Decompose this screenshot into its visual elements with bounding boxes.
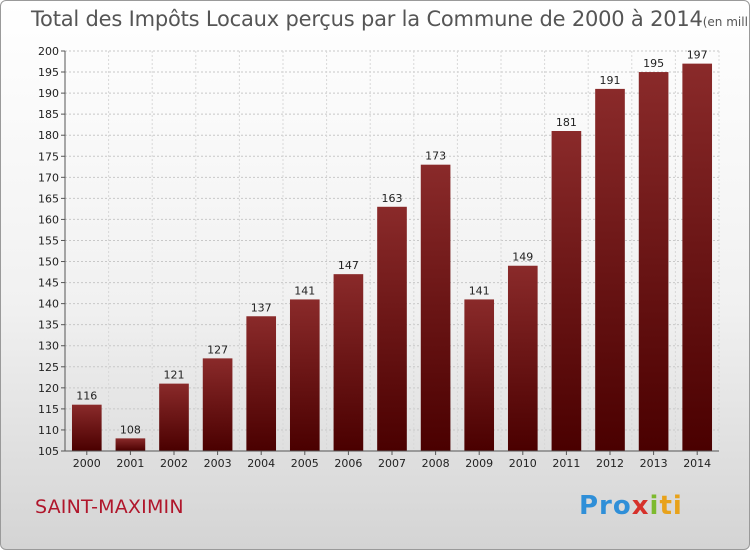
bar (595, 88, 625, 451)
bar (464, 299, 495, 451)
bar (377, 206, 407, 451)
bar (246, 316, 277, 451)
y-tick-label: 155 (38, 234, 59, 247)
data-label: 191 (600, 74, 621, 87)
y-tick-label: 175 (38, 150, 59, 163)
x-tick-label: 2013 (640, 457, 668, 470)
x-tick-label: 2006 (334, 457, 362, 470)
y-tick-label: 115 (38, 403, 59, 416)
bar (507, 265, 538, 451)
bar (638, 72, 669, 451)
data-label: 121 (164, 369, 185, 382)
bar (551, 131, 582, 451)
y-tick-label: 200 (38, 45, 59, 58)
x-tick-label: 2007 (378, 457, 406, 470)
proxiti-logo[interactable]: Proxiti (579, 491, 683, 521)
data-label: 147 (338, 259, 359, 272)
bar (420, 164, 451, 451)
bar (289, 299, 320, 451)
data-label: 141 (294, 284, 315, 297)
x-tick-label: 2009 (465, 457, 493, 470)
data-label: 127 (207, 343, 228, 356)
chart-title: Total des Impôts Locaux perçus par la Co… (31, 7, 749, 31)
x-tick-label: 2014 (683, 457, 711, 470)
y-tick-label: 145 (38, 277, 59, 290)
bar (71, 404, 102, 451)
y-tick-label: 140 (38, 298, 59, 311)
y-tick-label: 195 (38, 66, 59, 79)
x-tick-label: 2003 (204, 457, 232, 470)
y-tick-label: 185 (38, 108, 59, 121)
y-tick-label: 125 (38, 361, 59, 374)
x-tick-label: 2002 (160, 457, 188, 470)
data-label: 181 (556, 116, 577, 129)
y-tick-label: 135 (38, 319, 59, 332)
y-tick-label: 165 (38, 192, 59, 205)
x-tick-label: 2005 (291, 457, 319, 470)
data-label: 173 (425, 150, 446, 163)
x-tick-label: 2011 (552, 457, 580, 470)
y-tick-label: 120 (38, 382, 59, 395)
commune-name: SAINT-MAXIMIN (35, 496, 184, 518)
title-unit: (en milliers d'€) (702, 15, 749, 29)
y-tick-label: 170 (38, 171, 59, 184)
bar (333, 274, 364, 451)
data-label: 197 (687, 49, 708, 62)
y-tick-label: 105 (38, 445, 59, 458)
bar (202, 358, 233, 451)
data-label: 108 (120, 423, 141, 436)
y-axis: 105 110 115 120 125 130 135 140 145 150 155 160 165 1… (38, 45, 66, 458)
data-label: 137 (251, 301, 272, 314)
x-tick-label: 2012 (596, 457, 624, 470)
x-axis: 2000 2001 2002 2003 2004 2005 2006 2007 2008 2009… (65, 450, 719, 470)
data-label: 141 (469, 284, 490, 297)
bar (682, 63, 713, 451)
y-tick-label: 150 (38, 256, 59, 269)
y-tick-label: 130 (38, 340, 59, 353)
y-tick-label: 190 (38, 87, 59, 100)
x-tick-label: 2001 (116, 457, 144, 470)
x-tick-label: 2008 (422, 457, 450, 470)
x-tick-label: 2004 (247, 457, 275, 470)
data-label: 116 (76, 390, 97, 403)
bar (115, 438, 146, 451)
x-tick-label: 2000 (73, 457, 101, 470)
y-tick-label: 180 (38, 129, 59, 142)
data-label: 195 (643, 57, 664, 70)
data-label: 149 (512, 251, 533, 264)
bars: 116 108 121 127 137 141 147 163 173 141 149 181 191 1… (71, 49, 713, 451)
y-tick-label: 110 (38, 424, 59, 437)
data-label: 163 (382, 192, 403, 205)
bar (159, 383, 189, 451)
y-tick-label: 160 (38, 213, 59, 226)
title-main: Total des Impôts Locaux perçus par la Co… (31, 7, 703, 31)
x-tick-label: 2010 (509, 457, 537, 470)
